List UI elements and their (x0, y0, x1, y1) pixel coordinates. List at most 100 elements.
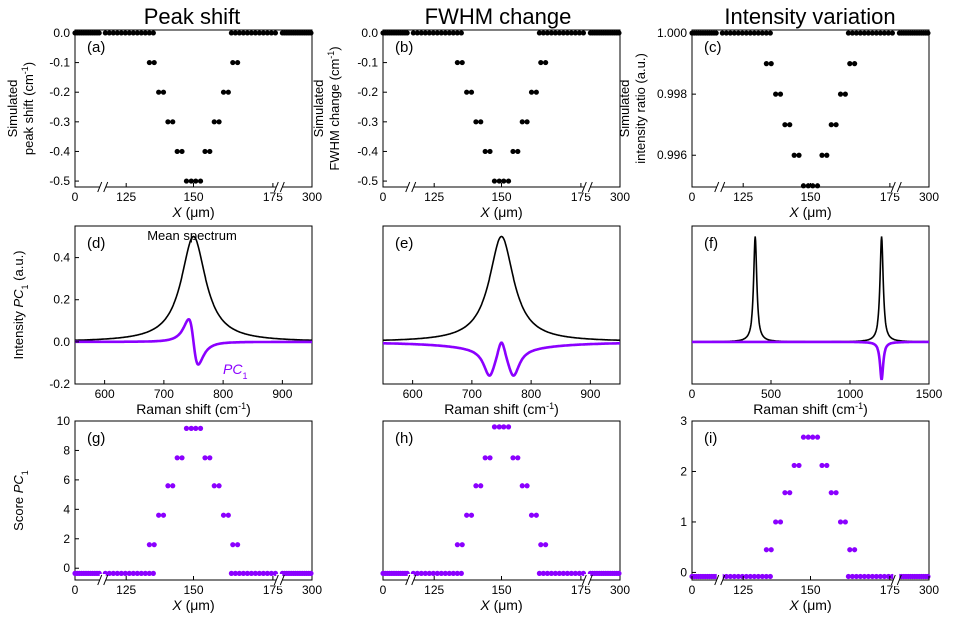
data-point (244, 30, 251, 36)
data-point (268, 570, 275, 576)
x-tick-label: 150 (183, 190, 203, 204)
data-point (751, 573, 757, 580)
data-point (482, 148, 488, 155)
data-point (805, 434, 811, 440)
y-tick-label: 0 (680, 565, 687, 579)
y-tick-label: -0.3 (49, 115, 70, 129)
data-point (515, 148, 521, 155)
data-point (174, 455, 180, 461)
data-point (515, 455, 521, 461)
data-point (106, 570, 112, 576)
data-point (496, 424, 502, 430)
data-point (464, 89, 470, 95)
data-point (796, 462, 802, 469)
y-axis-label: Simulated (311, 80, 326, 138)
data-point (543, 59, 549, 66)
data-point (773, 91, 779, 97)
data-point (151, 59, 157, 66)
x-tick-label: 0 (689, 583, 696, 597)
data-point (146, 59, 152, 66)
data-point (459, 59, 465, 66)
data-point (791, 152, 797, 158)
mean-spectrum-line (383, 235, 620, 341)
data-point (731, 30, 737, 36)
data-point (572, 30, 579, 36)
x-tick-label: 0 (689, 190, 696, 204)
data-point (170, 483, 176, 489)
data-point (580, 30, 587, 36)
data-point (857, 30, 864, 36)
data-point (193, 178, 199, 184)
data-point (501, 178, 507, 184)
data-point (252, 570, 259, 576)
data-point (491, 424, 498, 430)
y-tick-label: 4 (63, 502, 70, 516)
data-point (126, 30, 132, 36)
panel-a-frame (74, 29, 313, 188)
data-point (150, 30, 156, 36)
x-axis-label: X (μm) (479, 204, 522, 220)
data-point (833, 490, 839, 496)
y-tick-label: 6 (63, 473, 70, 487)
data-point (146, 30, 152, 36)
data-point (768, 547, 774, 553)
data-point (468, 512, 475, 518)
x-tick-label: 0 (689, 387, 696, 401)
data-point (755, 573, 761, 580)
x-axis-label: Raman shift (cm-1) (753, 401, 868, 417)
y-axis-label: Simulated (5, 80, 20, 138)
x-axis-label: Raman shift (cm-1) (444, 401, 559, 417)
data-point (564, 30, 571, 36)
data-point (852, 547, 858, 553)
data-point (228, 570, 235, 576)
data-point (782, 490, 788, 496)
panel-i: 0 125 150 175 300 X (μm) 0 1 2 3 (i) (680, 414, 939, 613)
data-point (454, 542, 460, 548)
data-point (482, 455, 488, 461)
data-point (800, 434, 807, 440)
data-point (459, 542, 465, 548)
panel-h-frame (382, 420, 621, 581)
data-point (434, 30, 440, 36)
data-point (134, 570, 140, 576)
y-tick-label: 0.0 (53, 26, 70, 40)
data-point (197, 425, 204, 431)
data-point (510, 148, 516, 155)
panel-label: (g) (87, 430, 105, 447)
x-tick-label: 150 (491, 190, 511, 204)
data-point (487, 148, 493, 155)
mean-spectrum-line (692, 236, 929, 343)
data-point (188, 178, 194, 184)
data-point (211, 483, 217, 489)
y-tick-label: -0.1 (357, 56, 378, 70)
panel-b-frame (382, 29, 621, 188)
y-tick-label: 8 (63, 443, 70, 457)
data-point (853, 573, 860, 580)
x-tick-label: 125 (116, 190, 136, 204)
x-axis-label: X (μm) (788, 204, 831, 220)
data-point (179, 148, 185, 155)
y-tick-label: -0.5 (357, 174, 378, 188)
x-tick-label: 125 (116, 583, 136, 597)
data-point (174, 148, 180, 155)
data-point (106, 30, 112, 36)
data-point (126, 570, 132, 576)
data-point (130, 30, 136, 36)
panel-f: 0 500 1000 1500 Raman shift (cm-1) (f) (689, 225, 943, 417)
pc1-loading-line (383, 341, 620, 377)
y-axis-label: Intensity PC1 (a.u.) (11, 250, 30, 359)
x-tick-label: 150 (800, 190, 820, 204)
x-axis-label: X (μm) (171, 597, 214, 613)
x-tick-label: 175 (263, 190, 283, 204)
x-tick-label: 125 (424, 583, 444, 597)
data-point (925, 573, 931, 580)
data-point (404, 30, 410, 36)
data-point (430, 570, 436, 576)
x-tick-label: 600 (403, 387, 423, 401)
data-point (230, 59, 236, 66)
x-tick-label: 125 (733, 190, 753, 204)
data-point (130, 570, 136, 576)
y-axis-label: Score PC1 (11, 470, 30, 531)
data-point (845, 30, 852, 36)
data-point (118, 30, 124, 36)
